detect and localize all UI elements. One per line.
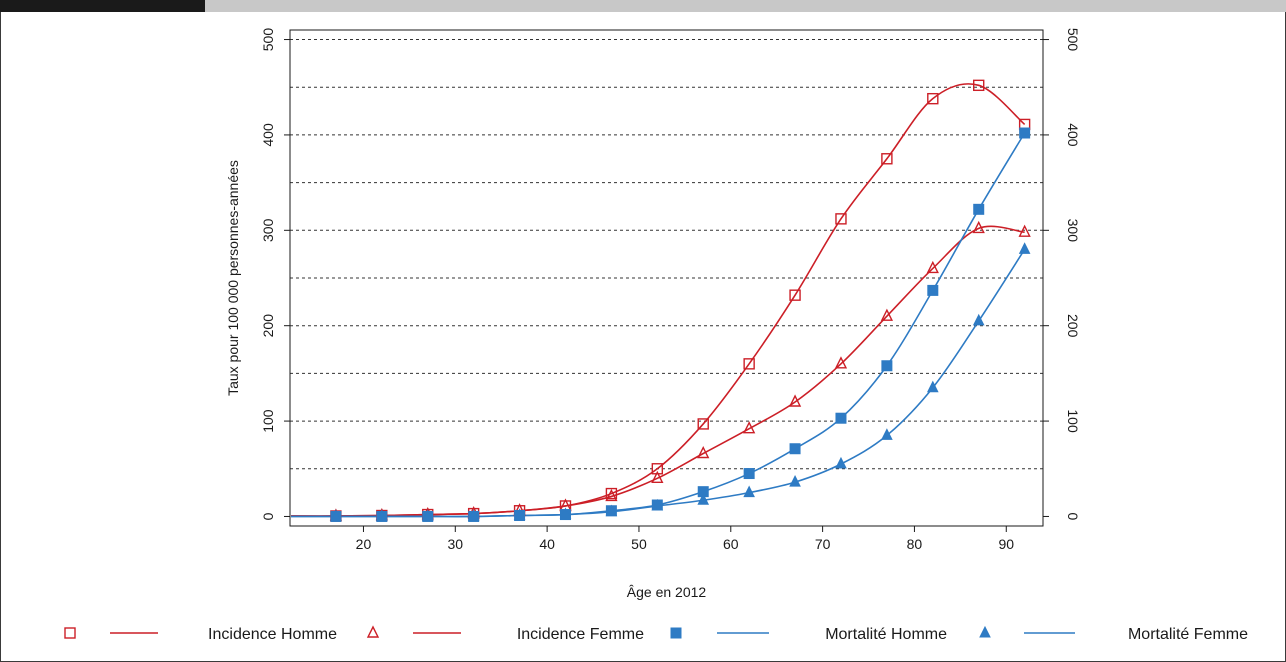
header-bar-light [205,0,1286,12]
series-curves [290,83,1026,518]
data-point-series-3 [972,313,985,326]
data-point-series-1 [834,356,848,369]
x-tick-label: 90 [998,536,1014,552]
data-point-series-3 [743,485,755,498]
y-tick-label-right: 0 [1065,513,1081,521]
data-point-series-3 [421,509,434,521]
data-point-series-0 [789,289,801,301]
series-line-1 [290,225,1025,517]
legend-marker [64,627,76,639]
data-point-series-2 [1019,127,1031,139]
data-point-series-3 [1018,242,1031,254]
data-point-series-2 [973,203,985,215]
legend-marker [366,625,380,638]
x-tick-label: 70 [815,536,831,552]
data-point-series-2 [881,360,893,372]
data-point-series-1 [972,220,985,234]
data-point-series-1 [697,445,710,459]
data-point-series-3 [513,508,526,521]
legend-label: Mortalité Homme [825,626,947,643]
y-tick-label-right: 100 [1065,409,1081,433]
data-point-series-0 [697,418,709,430]
data-point-series-0 [743,358,755,370]
y-tick-label-right: 200 [1065,314,1081,338]
x-tick-label: 40 [539,536,555,552]
legend-label: Incidence Homme [208,626,337,643]
x-tick-label: 20 [356,536,372,552]
x-tick-label: 80 [907,536,923,552]
data-point-series-3 [376,509,388,521]
series-line-3 [290,248,1026,518]
y-tick-label-right: 400 [1065,123,1081,147]
y-tick-label-right: 300 [1065,219,1081,243]
data-point-series-3 [881,428,893,440]
data-point-series-3 [926,380,939,393]
data-point-series-0 [927,92,939,105]
legend-label: Incidence Femme [517,626,644,643]
series-line-2 [290,132,1026,518]
legend-marker [670,627,682,639]
y-tick-label-left: 300 [260,218,276,242]
data-point-series-3 [559,507,572,520]
legend-marker [979,625,991,638]
y-tick-label-left: 0 [260,512,276,520]
data-point-series-3 [330,509,342,521]
x-tick-label: 50 [631,536,647,552]
data-point-series-3 [835,456,847,469]
data-point-series-1 [880,308,894,321]
legend-label: Mortalité Femme [1128,626,1248,643]
x-axis-title: Âge en 2012 [627,584,707,600]
data-point-series-0 [973,79,985,92]
data-point-series-1 [1018,224,1031,237]
data-point-series-2 [743,468,755,480]
x-tick-label: 30 [448,536,464,552]
y-tick-label-left: 400 [260,123,276,147]
y-tick-label-left: 500 [260,28,276,52]
data-point-series-0 [835,213,847,225]
data-point-series-1 [926,260,939,274]
plot-area [289,29,1044,527]
series-markers [329,79,1031,522]
data-point-series-2 [789,443,801,455]
series-line-0 [290,83,1026,517]
data-point-series-3 [651,498,664,511]
data-point-series-3 [605,504,618,517]
y-tick-label-left: 200 [260,314,276,338]
y-tick-label-left: 100 [260,409,276,433]
data-point-series-3 [789,475,801,487]
legend: Incidence Homme Incidence Femme Mortalité … [64,625,1248,643]
x-tick-label: 60 [723,536,739,552]
data-point-series-1 [651,470,664,484]
y-tick-label-right: 500 [1065,28,1081,52]
data-point-series-2 [927,284,939,296]
data-point-series-3 [467,509,480,521]
data-point-series-0 [605,487,618,500]
data-point-series-0 [881,153,893,165]
data-point-series-1 [788,394,802,407]
data-point-series-1 [743,421,756,434]
data-point-series-2 [835,412,847,424]
data-point-series-3 [697,493,710,505]
axes: 20 30 40 50 60 70 80 90 0 0 100 100 200 200 300 300 400 4… [260,28,1081,552]
header-bar-dark [0,0,205,12]
data-point-series-1 [605,488,618,502]
y-axis-title: Taux pour 100 000 personnes-années [225,160,241,396]
